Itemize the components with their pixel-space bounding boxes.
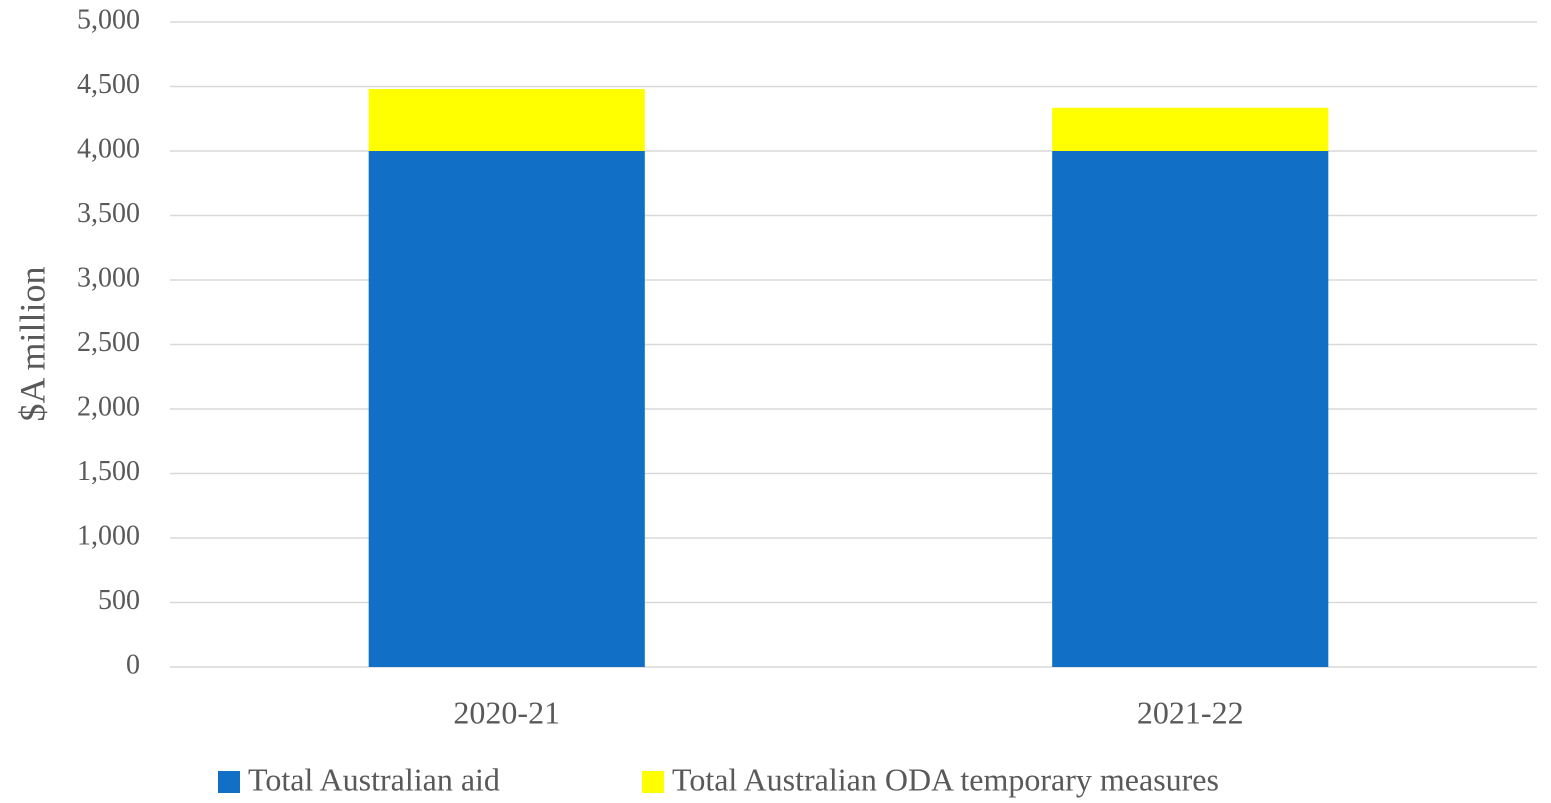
legend-swatch xyxy=(218,771,240,793)
y-tick-label: 3,500 xyxy=(77,198,140,229)
legend-label: Total Australian ODA temporary measures xyxy=(672,761,1219,797)
x-tick-label: 2021-22 xyxy=(1137,694,1244,730)
y-tick-label: 2,500 xyxy=(77,327,140,358)
y-tick-label: 2,000 xyxy=(77,391,140,422)
y-tick-label: 4,500 xyxy=(77,69,140,100)
y-tick-label: 0 xyxy=(126,649,140,680)
bar-segment xyxy=(1052,107,1329,151)
legend-label: Total Australian aid xyxy=(248,761,500,797)
y-tick-label: 4,000 xyxy=(77,133,140,164)
y-tick-label: 1,000 xyxy=(77,520,140,551)
y-tick-label: 5,000 xyxy=(77,4,140,35)
bar-segment xyxy=(368,89,645,151)
bar-segment xyxy=(1052,151,1329,667)
bar-segment xyxy=(368,151,645,667)
y-tick-label: 3,000 xyxy=(77,262,140,293)
y-tick-label: 1,500 xyxy=(77,456,140,487)
x-tick-label: 2020-21 xyxy=(453,694,560,730)
legend-swatch xyxy=(642,771,664,793)
y-axis-label: $A million xyxy=(12,266,52,421)
y-tick-label: 500 xyxy=(98,585,140,616)
